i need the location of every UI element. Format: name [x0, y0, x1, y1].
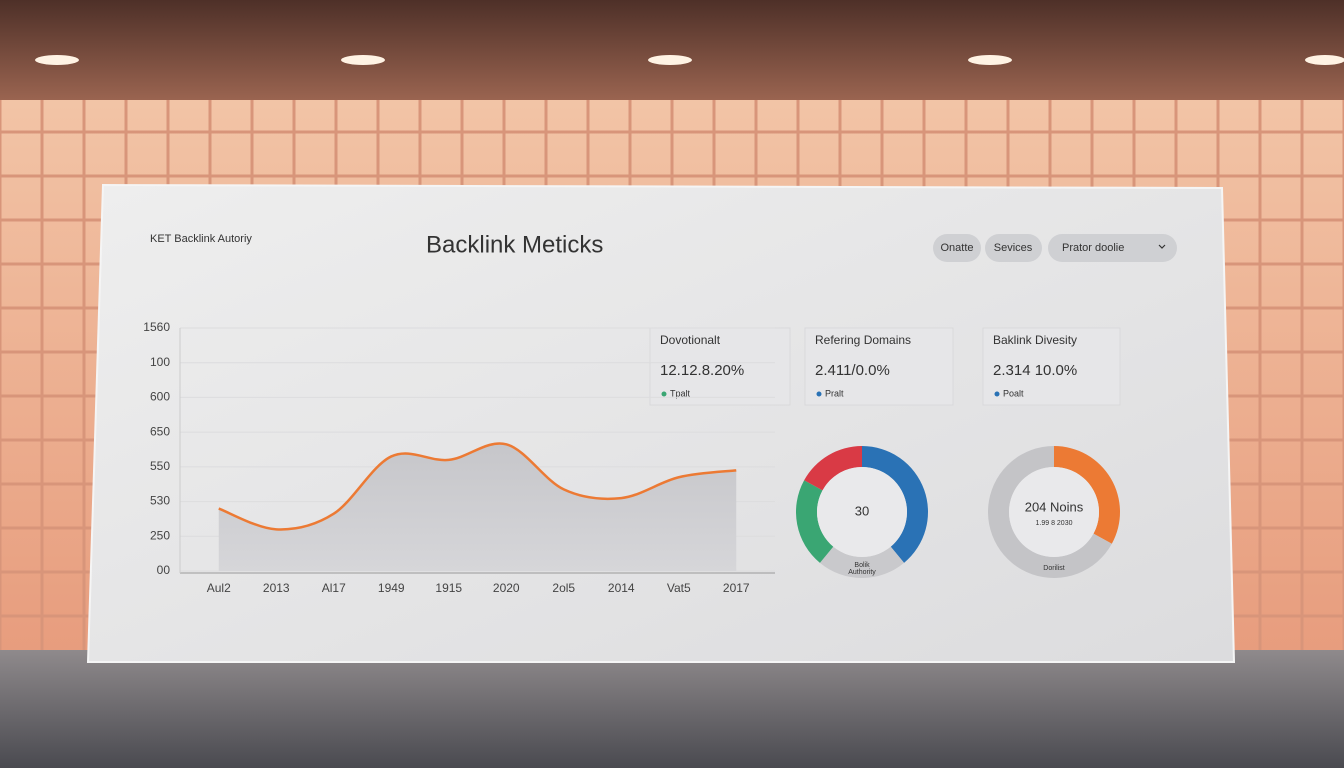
nav-button[interactable] [933, 234, 981, 262]
x-tick-label: 2013 [263, 581, 290, 595]
legend-label: Poalt [1003, 388, 1024, 398]
x-tick-label: Al17 [322, 581, 346, 595]
x-tick-label: Vat5 [667, 581, 691, 595]
y-tick-label: 1560 [143, 320, 170, 334]
donut-center-label: 30 [855, 503, 869, 518]
y-tick-label: 530 [150, 494, 170, 508]
donut-hole [1009, 467, 1099, 557]
card-value: 2.411/0.0% [815, 362, 890, 379]
card-value: 12.12.8.20% [660, 362, 744, 379]
brand: KET Backlink Autoriy [150, 233, 252, 245]
donut-segment [862, 446, 929, 563]
floor [0, 650, 1344, 768]
donut-bottom-label: Bolik [854, 562, 870, 569]
y-tick-label: 600 [150, 390, 170, 404]
card-title: Baklink Divesity [993, 333, 1077, 347]
x-tick-label: 2014 [608, 581, 635, 595]
ceiling-lights [35, 55, 1344, 65]
x-tick-label: 2ol5 [552, 581, 575, 595]
nav-button-label[interactable]: Onatte [940, 242, 973, 254]
y-tick-label: 550 [150, 459, 170, 473]
x-tick-label: 2020 [493, 581, 520, 595]
legend-label: Pralt [825, 388, 844, 398]
nav-button[interactable] [985, 234, 1042, 262]
card-title: Dovotionalt [660, 333, 721, 347]
donut-segment [804, 446, 862, 491]
legend-label: Tpalt [670, 388, 691, 398]
card-value: 2.314 10.0% [993, 362, 1077, 379]
area [218, 443, 737, 571]
ceiling [0, 0, 1344, 100]
legend-dot [661, 391, 667, 397]
y-tick-label: 650 [150, 424, 170, 438]
donut-bottom-label: Dorilist [1043, 565, 1064, 572]
legend-dot [994, 391, 1000, 397]
donut-segment [1054, 446, 1120, 544]
metric-card [649, 327, 791, 406]
donut-hole [817, 467, 907, 557]
donut-center-label: 204 Noins [1025, 499, 1084, 514]
y-tick-label: 250 [150, 528, 170, 542]
line [218, 442, 737, 531]
page-title: Backlink Meticks [426, 231, 603, 258]
donut-sub-label: 1.99 8 2030 [1036, 520, 1073, 527]
metric-card [982, 327, 1121, 406]
dropdown-caret [1158, 244, 1166, 249]
metric-card [804, 327, 954, 406]
dropdown[interactable] [1048, 234, 1177, 262]
donut-bottom-label: Authority [848, 569, 876, 576]
donut-segment [796, 480, 834, 563]
card-title: Refering Domains [815, 333, 911, 347]
donut-segment [819, 546, 905, 579]
y-tick-label: 100 [150, 355, 170, 369]
legend-dot [816, 391, 822, 397]
y-tick-label: 00 [157, 563, 171, 577]
x-tick-label: 1915 [435, 581, 462, 595]
donut-segment [987, 446, 1112, 578]
x-tick-label: 1949 [378, 581, 405, 595]
x-tick-label: Aul2 [207, 581, 231, 595]
x-tick-label: 2017 [723, 581, 750, 595]
dropdown-label[interactable]: Prator doolie [1062, 242, 1124, 254]
nav-button-label[interactable]: Sevices [994, 242, 1033, 254]
